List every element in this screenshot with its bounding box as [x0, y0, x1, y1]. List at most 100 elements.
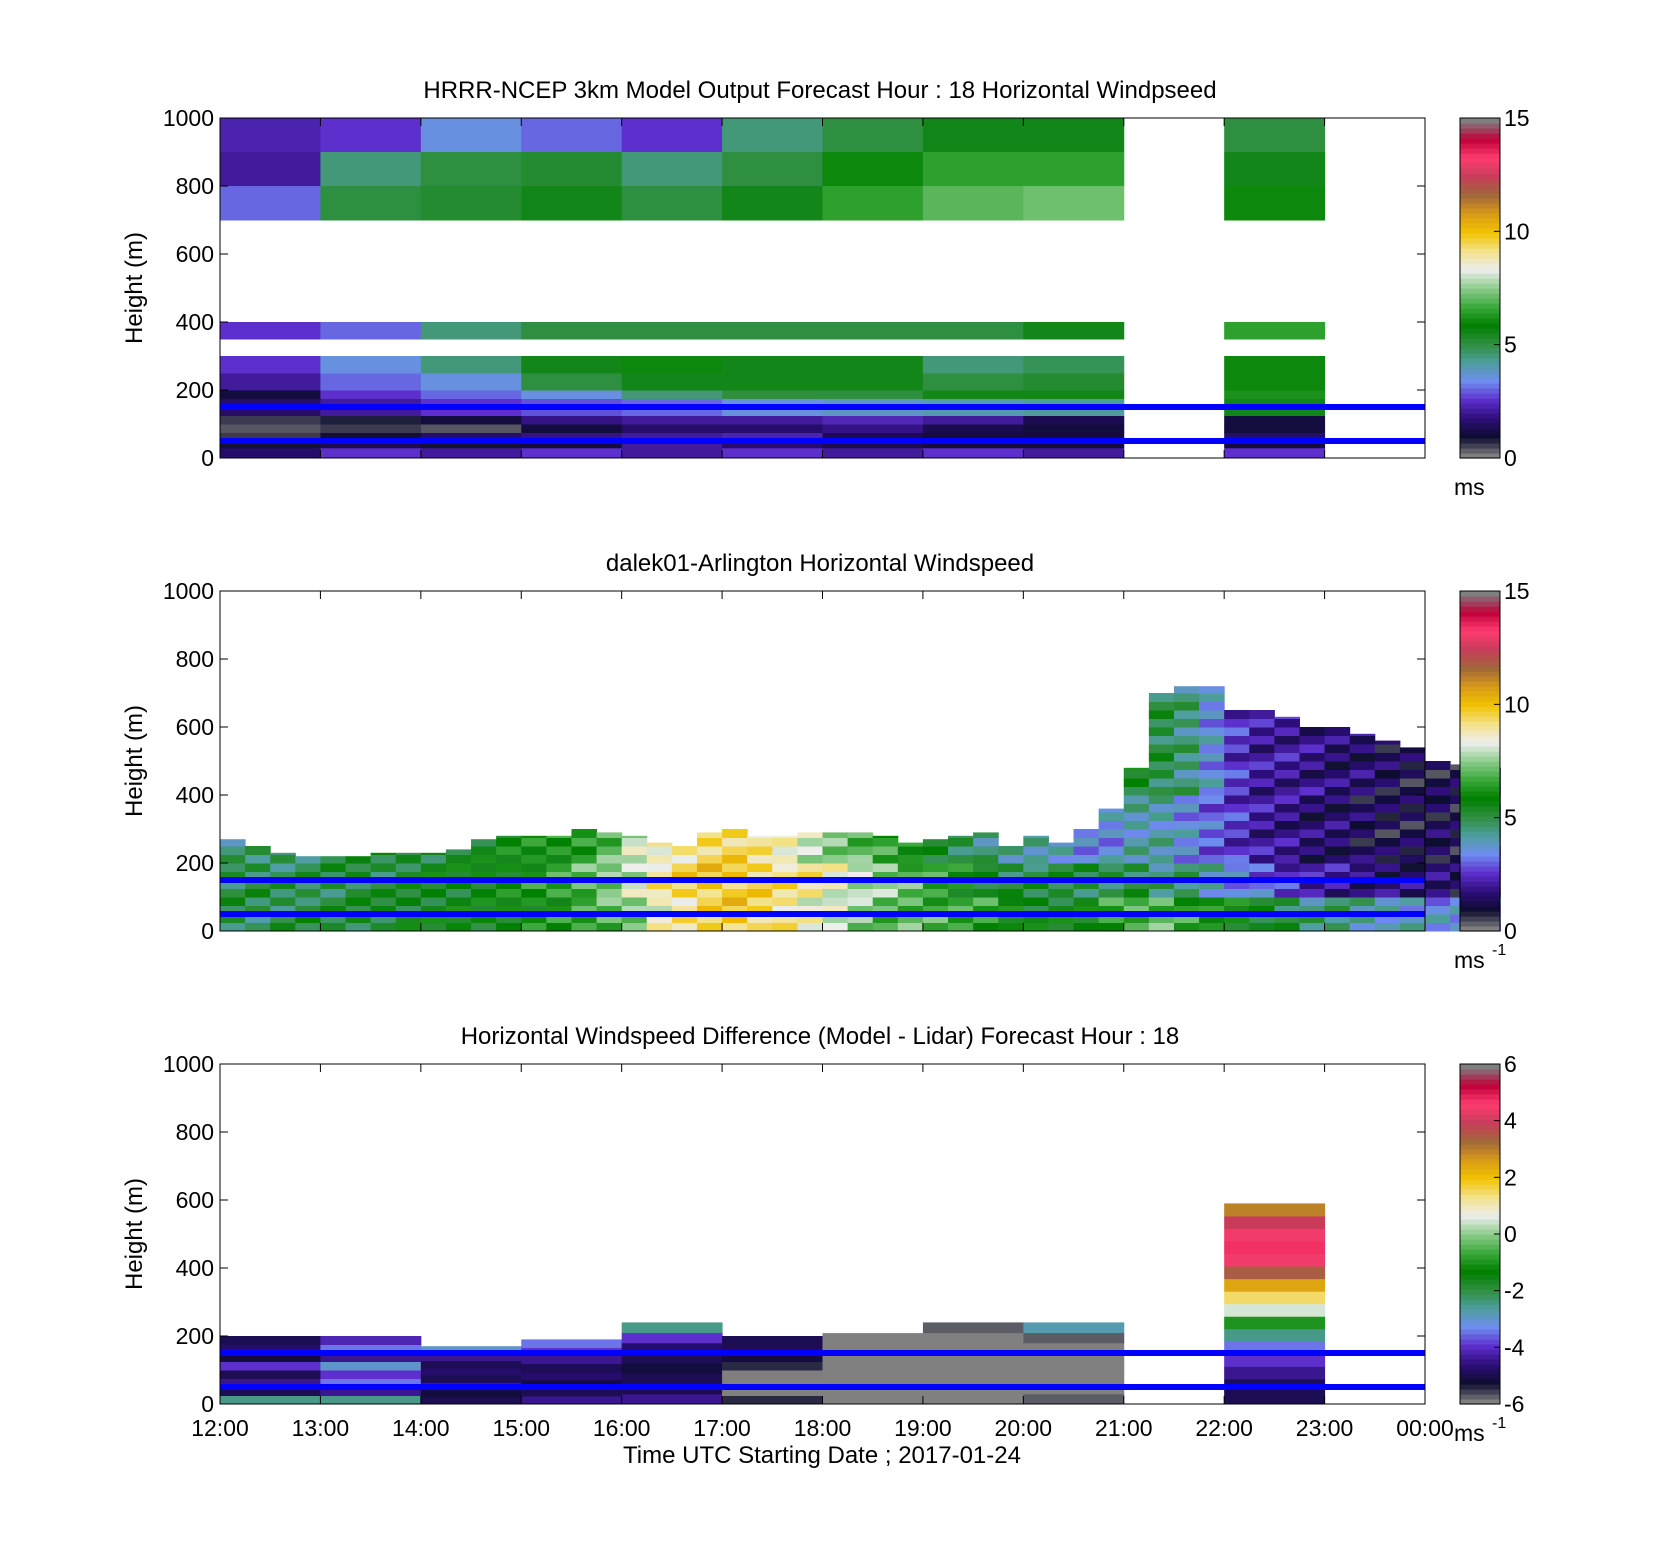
heatmap-cell: [1374, 905, 1401, 915]
heatmap-cell: [1148, 744, 1175, 753]
heatmap-cell: [1425, 897, 1451, 906]
heatmap-cell: [722, 888, 748, 898]
heatmap-cell: [1098, 808, 1125, 813]
heatmap-cell: [1349, 786, 1376, 796]
heatmap-cell: [722, 432, 823, 442]
heatmap-cell: [822, 871, 849, 881]
xtick-label: 00:00: [1396, 1415, 1454, 1441]
colorbar-swatch: [1460, 198, 1500, 204]
heatmap-cell: [1199, 710, 1225, 719]
heatmap-cell: [1349, 888, 1376, 898]
heatmap-cell: [1173, 837, 1200, 847]
colorbar-swatch: [1460, 641, 1500, 647]
colorbar-swatch: [1460, 781, 1500, 787]
heatmap-cell: [1173, 686, 1200, 694]
heatmap-cell: [922, 152, 1024, 187]
colorbar-swatch: [1460, 318, 1500, 324]
heatmap-cell: [1123, 880, 1150, 889]
heatmap-cell: [671, 905, 698, 915]
heatmap-cell: [571, 829, 598, 838]
heatmap-cell: [546, 846, 572, 855]
heatmap-cell: [1349, 752, 1376, 762]
heatmap-cell: [772, 837, 798, 847]
heatmap-cell: [471, 846, 497, 855]
colorbar-swatch: [1460, 871, 1500, 877]
heatmap-cell: [395, 922, 422, 932]
heatmap-cell: [245, 888, 271, 898]
panel-difference: Horizontal Windspeed Difference (Model -…: [121, 1023, 1525, 1469]
colorbar-swatch: [1460, 766, 1500, 772]
colorbar-swatch: [1460, 901, 1500, 907]
heatmap-cell: [797, 888, 823, 898]
heatmap-cell: [872, 880, 899, 889]
heatmap-cell: [1224, 727, 1250, 736]
heatmap-cell: [922, 441, 1024, 449]
heatmap-cell: [1023, 407, 1125, 416]
colorbar-swatch: [1460, 691, 1500, 697]
heatmap-cell: [1199, 863, 1225, 872]
colorbar-tick-label: 15: [1504, 105, 1530, 131]
heatmap-cell: [1324, 880, 1351, 889]
colorbar-swatch: [1460, 836, 1500, 842]
panel-model-colorbar: 0 5 10 15 ms: [1454, 105, 1530, 500]
colorbar-swatch: [1460, 1379, 1500, 1385]
heatmap-cell: [722, 398, 823, 408]
heatmap-cell: [546, 854, 572, 864]
heatmap-cell: [1048, 871, 1075, 881]
colorbar-swatch: [1460, 123, 1500, 129]
heatmap-cell: [471, 888, 497, 898]
heatmap-cell: [1224, 710, 1250, 719]
heatmap-cell: [1399, 769, 1426, 779]
colorbar-swatch: [1460, 263, 1500, 269]
heatmap-cell: [295, 871, 321, 881]
heatmap-cell: [471, 914, 497, 923]
heatmap-cell: [395, 888, 422, 898]
colorbar-swatch: [1460, 233, 1500, 239]
heatmap-cell: [1023, 424, 1125, 433]
heatmap-cell: [922, 186, 1024, 221]
heatmap-cell: [1324, 820, 1351, 830]
heatmap-cell: [797, 846, 823, 855]
heatmap-cell: [1199, 905, 1225, 915]
heatmap-cell: [496, 854, 522, 864]
colorbar-swatch: [1460, 611, 1500, 617]
colorbar-swatch: [1460, 1084, 1500, 1090]
heatmap-cell: [1123, 922, 1150, 932]
heatmap-cell: [420, 447, 522, 459]
heatmap-cell: [922, 1393, 1024, 1405]
heatmap-cell: [671, 922, 698, 932]
heatmap-cell: [320, 1353, 422, 1362]
colorbar-swatch: [1460, 333, 1500, 339]
heatmap-cell: [797, 832, 823, 838]
heatmap-cell: [345, 922, 372, 932]
heatmap-cell: [722, 922, 748, 932]
heatmap-cell: [1425, 905, 1451, 915]
colorbar-swatch: [1460, 308, 1500, 314]
heatmap-cell: [1199, 837, 1225, 847]
heatmap-cell: [320, 415, 422, 425]
colorbar-swatch: [1460, 716, 1500, 722]
heatmap-cell: [1224, 407, 1326, 416]
heatmap-cell: [420, 897, 447, 906]
heatmap-cell: [1098, 846, 1125, 855]
heatmap-cell: [420, 424, 522, 433]
heatmap-cell: [1349, 837, 1376, 847]
panel-model-heatmap: [220, 118, 1326, 459]
heatmap-cell: [1249, 820, 1275, 830]
heatmap-cell: [822, 447, 924, 459]
colorbar-tick-label: 0: [1504, 918, 1517, 944]
heatmap-cell: [546, 922, 572, 932]
heatmap-cell: [722, 829, 748, 838]
heatmap-cell: [847, 846, 874, 855]
heatmap-cell: [1274, 854, 1300, 864]
heatmap-cell: [1098, 888, 1125, 898]
heatmap-cell: [1148, 863, 1175, 872]
heatmap-cell: [1224, 1353, 1326, 1367]
colorbar-swatch: [1460, 338, 1500, 344]
heatmap-cell: [220, 1344, 321, 1354]
colorbar-swatch: [1460, 1119, 1500, 1125]
colorbar-swatch: [1460, 1394, 1500, 1400]
heatmap-cell: [621, 914, 648, 923]
heatmap-cell: [822, 897, 849, 906]
